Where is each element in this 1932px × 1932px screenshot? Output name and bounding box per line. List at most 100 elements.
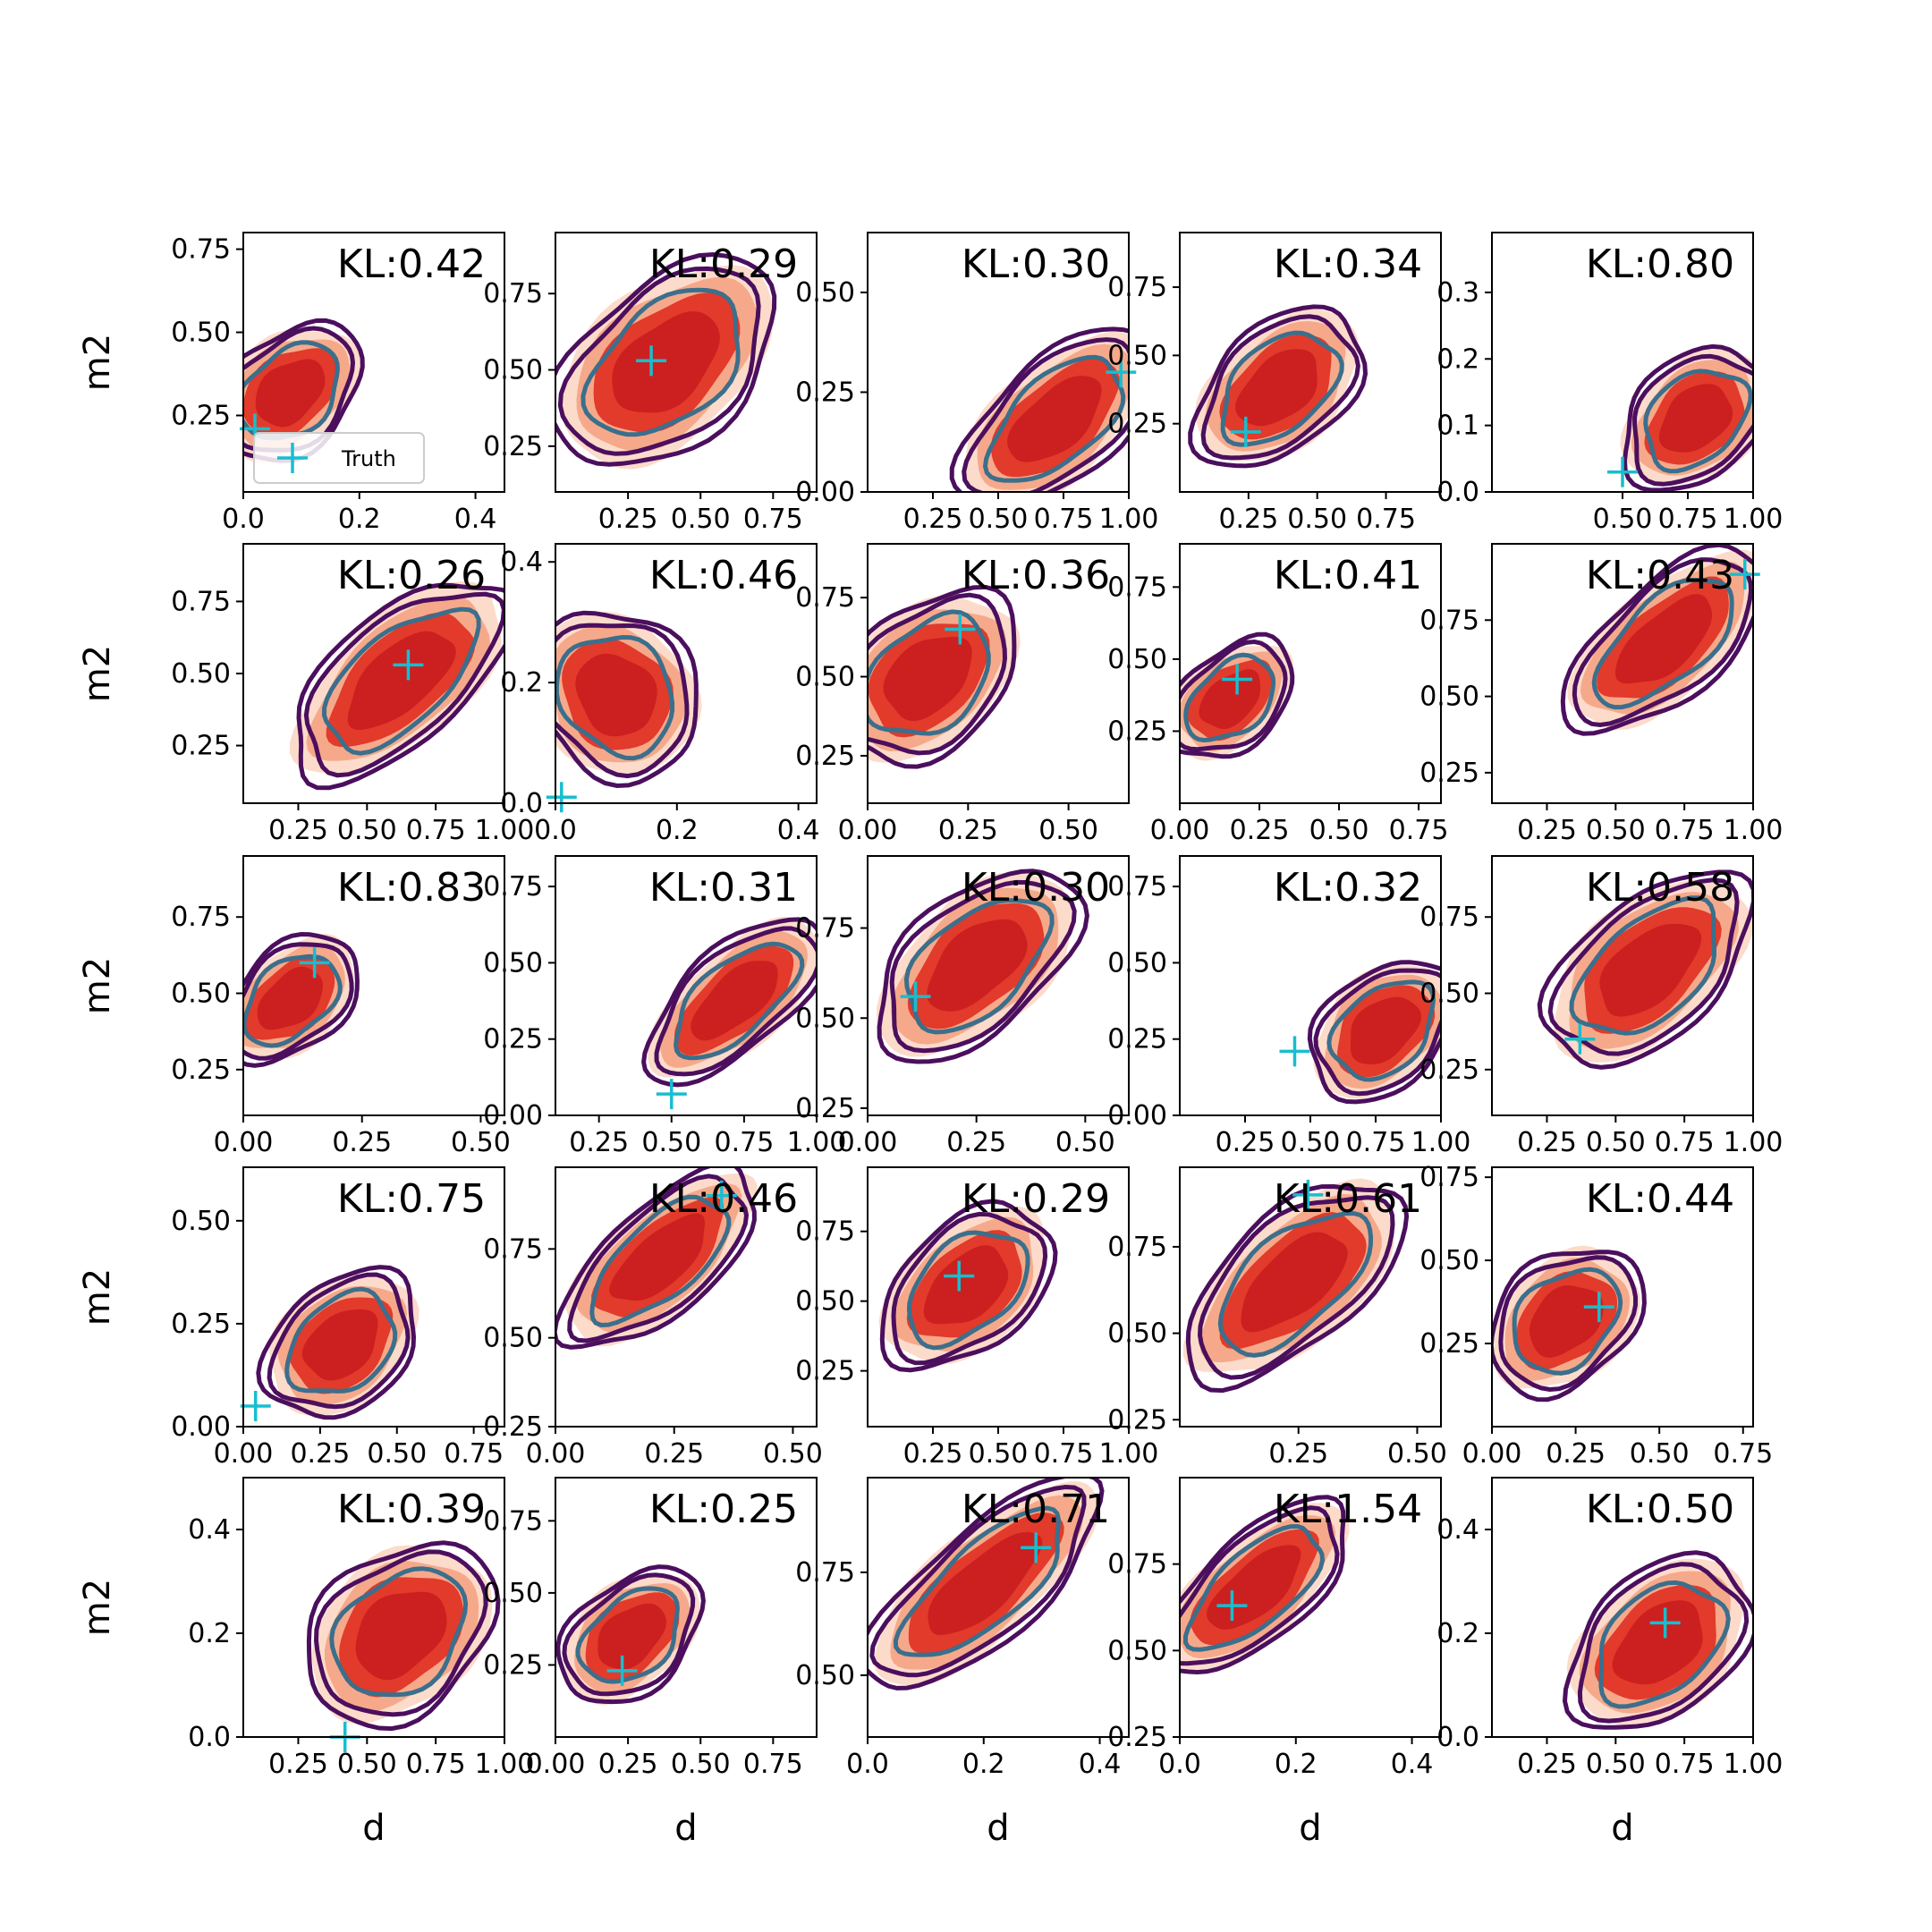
x-tick-label: 0.25 [1216, 1127, 1275, 1158]
contour-inner-line [1326, 979, 1436, 1082]
kl-annotation: KL:0.34 [1274, 242, 1422, 287]
axes-frame [1491, 1477, 1754, 1738]
plot-area [1182, 1178, 1410, 1394]
x-tick-label: 0.25 [598, 504, 658, 535]
kl-annotation: KL:0.26 [337, 553, 486, 598]
y-tick-label: 0.50 [1419, 979, 1479, 1010]
density-fill-core [1658, 384, 1733, 453]
y-tick-label: 0.25 [483, 431, 543, 462]
y-tick-label: 0.75 [483, 1233, 543, 1265]
y-tick-label: 0.2 [500, 667, 543, 699]
y-tick-label: 0.25 [1107, 716, 1167, 747]
contour-middle-line [555, 623, 690, 779]
plot-area [1620, 343, 1753, 492]
legend-label: Truth [341, 446, 396, 471]
y-tick-label: 0.0 [1436, 477, 1479, 508]
x-tick-label: 0.2 [656, 815, 699, 846]
plot-area [256, 1265, 419, 1420]
panel: 0.0 0.2 0.4 0.0 0.2 0.4 KL:0.46 [500, 543, 819, 846]
x-tick-label: 0.50 [969, 504, 1029, 535]
density-fill-core [575, 653, 657, 737]
contour-middle-line [313, 1549, 488, 1717]
y-tick-label: 0.25 [483, 1024, 543, 1055]
y-tick-label: 0.25 [171, 1309, 231, 1340]
truth-marker [1564, 1023, 1596, 1055]
y-tick-label: 0.50 [171, 658, 231, 690]
contour-inner-line [903, 898, 1055, 1035]
x-tick-label: 0.25 [268, 1749, 328, 1780]
y-tick-label: 0.50 [1419, 682, 1479, 713]
x-tick-label: 1.00 [1411, 1127, 1471, 1158]
contour-middle-line [891, 1211, 1048, 1366]
axes-frame [242, 232, 505, 493]
contour-middle-line [243, 326, 356, 453]
panel: 0.25 0.50 0.75 1.00 0.25 0.50 0.75 KL:0.58 [1419, 855, 1783, 1158]
truth-marker [944, 1260, 975, 1292]
y-tick-label: 0.4 [500, 547, 543, 578]
x-tick-label: 0.4 [454, 504, 497, 535]
truth-marker [1106, 357, 1137, 388]
x-tick-label: 0.2 [962, 1749, 1005, 1780]
density-fill-core [347, 631, 456, 730]
axes-frame [242, 1477, 505, 1738]
contour-inner-line [1183, 652, 1276, 743]
plot-area [290, 580, 504, 791]
plot-area [1307, 960, 1441, 1105]
x-tick-label: 0.25 [1517, 1127, 1577, 1158]
y-tick-label: 0.25 [795, 1356, 855, 1387]
panel: 0.25 0.50 0.75 1.000.000.250.500.75 KL:0.32 [1107, 855, 1471, 1158]
kl-annotation: KL:0.44 [1586, 1176, 1734, 1222]
density-fill-core [1241, 1232, 1348, 1333]
y-tick-label: 0.75 [1107, 871, 1167, 902]
x-tick-label: 0.25 [598, 1749, 658, 1780]
contour-outer-line [1622, 343, 1753, 492]
plot-area [1560, 544, 1753, 736]
truth-marker [1230, 416, 1261, 447]
axes-frame [555, 232, 818, 493]
truth-marker [1649, 1607, 1681, 1639]
x-tick-label: 0.50 [367, 1438, 427, 1470]
x-tick-label: 0.50 [969, 1438, 1029, 1470]
x-tick-label: 0.50 [671, 504, 731, 535]
contour-outer-line [555, 1167, 757, 1350]
contour-middle-line [557, 266, 761, 456]
x-tick-label: 1.00 [475, 1749, 535, 1780]
x-tick-label: 0.50 [1586, 1749, 1646, 1780]
axes-frame [867, 543, 1130, 804]
contour-inner-line [1220, 330, 1344, 447]
y-tick-label: 0.75 [795, 1557, 855, 1589]
x-tick-label: 0.00 [526, 1438, 586, 1470]
y-axis-label: m2 [77, 645, 118, 702]
contour-outer-line [868, 1478, 1105, 1690]
contour-outer-line [555, 610, 699, 789]
x-tick-label: 0.00 [526, 1749, 586, 1780]
kl-annotation: KL:0.42 [337, 242, 486, 287]
density-fill-core [597, 1603, 666, 1670]
x-tick-label: 0.75 [1655, 815, 1715, 846]
x-tick-label: 0.25 [644, 1438, 704, 1470]
x-tick-label: 0.2 [338, 504, 381, 535]
truth-marker [299, 947, 330, 979]
panel: 0.25 0.50 0.75 0.25 0.50 0.75 KL:0.29 [483, 232, 818, 535]
contour-inner-line [575, 1586, 680, 1684]
x-tick-label: 0.50 [1586, 1127, 1646, 1158]
x-tick-label: 0.75 [743, 1749, 803, 1780]
y-tick-label: 0.50 [1107, 1318, 1167, 1350]
x-tick-label: 0.75 [714, 1127, 774, 1158]
y-tick-label: 0.4 [1436, 1514, 1479, 1546]
contour-inner-line [906, 1230, 1030, 1351]
contour-inner-line [1598, 1580, 1731, 1709]
panel: 0.25 0.50 0.75 1.00 0.25 0.50 0.75 KL:0.43 [1419, 543, 1783, 846]
axes-frame [1179, 1477, 1442, 1738]
kl-annotation: KL:0.39 [337, 1487, 486, 1532]
y-tick-label: 0.25 [1419, 758, 1479, 789]
contour-outer-line [1537, 869, 1753, 1070]
density-fill-core [355, 1591, 447, 1681]
x-tick-label: 0.00 [1462, 1438, 1522, 1470]
truth-marker [900, 981, 931, 1013]
contour-outer-line [256, 1265, 417, 1420]
x-tick-label: 0.75 [1655, 1127, 1715, 1158]
y-tick-label: 0.50 [795, 277, 855, 309]
legend: Truth [253, 432, 425, 484]
